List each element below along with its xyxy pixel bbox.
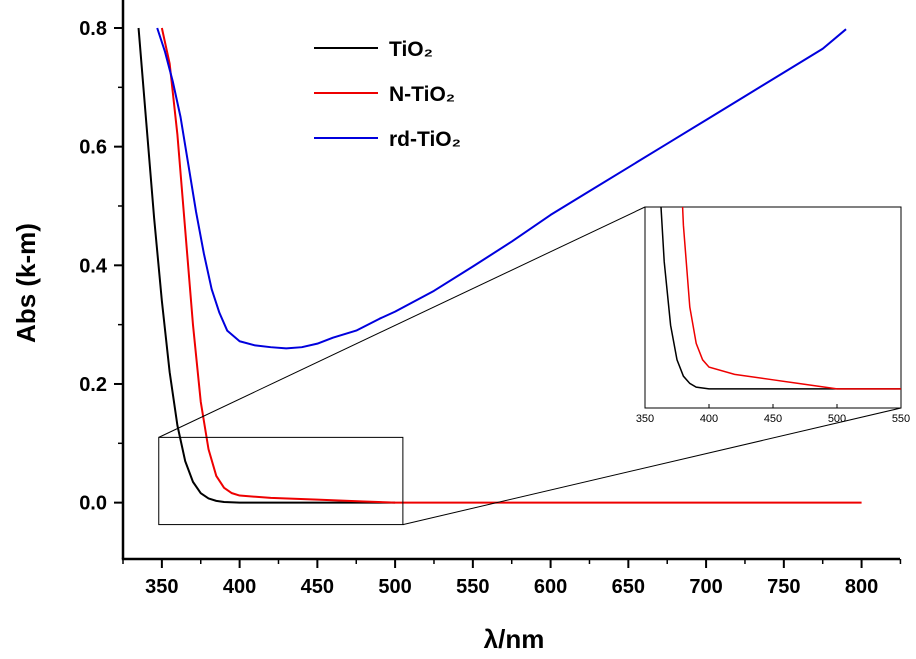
inset-x-tick-label-1: 400 [700,413,718,425]
x-tick-label-9: 800 [845,576,878,598]
y-axis-title: Abs (k-m) [11,223,41,343]
series-line-1 [160,27,862,504]
y-tick-label-4: 0.8 [79,18,107,40]
y-ticks: 0.0 0.2 0.4 0.6 0.8 [79,18,123,515]
series-layer [137,27,862,504]
inset-series-line-1 [681,207,901,390]
x-tick-label-4: 550 [456,576,489,598]
zoom-connector-top [158,206,646,438]
x-tick-label-8: 750 [767,576,800,598]
x-tick-label-7: 700 [689,576,722,598]
legend-entry-tio2: TiO₂ [314,38,433,61]
legend-label-rd-tio2: rd-TiO₂ [389,128,461,151]
series-line-2 [156,27,847,350]
y-tick-label-1: 0.2 [79,374,107,396]
x-axis-title: λ/nm [484,624,545,654]
inset-series-line-0 [660,207,901,390]
y-tick-label-3: 0.6 [79,137,107,159]
inset-x-tick-label-4: 550 [892,413,910,425]
x-ticks: 350 400 450 500 550 600 650 700 750 800 [122,559,902,598]
inset-x-tick-label-0: 350 [636,413,654,425]
legend-label-n-tio2: N-TiO₂ [389,83,455,106]
x-tick-label-5: 600 [534,576,567,598]
legend-entry-rd-tio2: rd-TiO₂ [314,128,461,151]
inset-background [644,206,902,409]
legend: TiO₂ N-TiO₂ rd-TiO₂ [314,38,461,151]
zoom-connector-bottom [402,407,902,526]
y-tick-label-2: 0.4 [79,255,108,277]
legend-entry-n-tio2: N-TiO₂ [314,83,455,106]
inset-x-ticks: 350 400 450 500 550 [636,404,910,425]
x-tick-label-6: 650 [612,576,645,598]
x-tick-label-1: 400 [223,576,256,598]
x-tick-label-3: 500 [378,576,411,598]
legend-label-tio2: TiO₂ [389,38,433,61]
x-tick-label-2: 450 [301,576,334,598]
inset-series-layer [660,207,901,390]
inset-x-tick-label-3: 500 [828,413,846,425]
x-tick-label-0: 350 [145,576,178,598]
inset-x-tick-label-2: 450 [764,413,782,425]
y-tick-label-0: 0.0 [79,493,107,515]
zoom-box [158,436,404,526]
series-line-0 [137,27,396,504]
